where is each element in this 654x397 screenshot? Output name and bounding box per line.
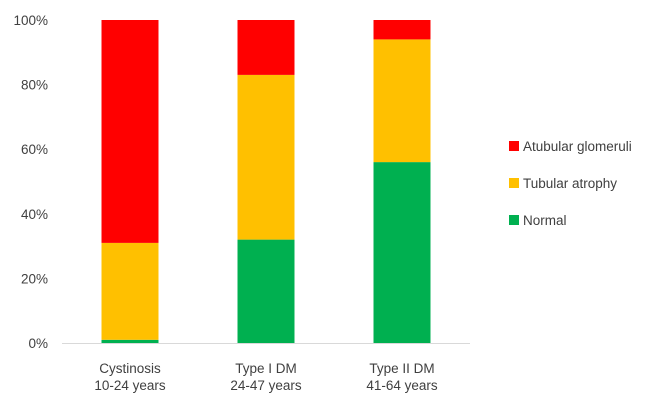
y-tick-label: 80% xyxy=(21,78,48,93)
bar-segment-normal xyxy=(237,239,295,343)
x-axis: Cystinosis 10-24 years Type I DM 24-47 year… xyxy=(62,343,470,393)
x-category-label: Cystinosis xyxy=(99,361,161,376)
x-category-label: Type II DM xyxy=(369,361,434,376)
y-tick-label: 0% xyxy=(28,336,48,351)
x-category-label: 24-47 years xyxy=(230,378,302,393)
y-tick-label: 40% xyxy=(21,207,48,222)
legend-swatch xyxy=(509,141,519,151)
bar-segment-normal xyxy=(373,162,431,343)
legend: Atubular glomeruli Tubular atrophy Normal xyxy=(509,139,632,228)
bar-segment-atubular-glomeruli xyxy=(373,20,431,40)
legend-swatch xyxy=(509,215,519,225)
bar-segment-tubular-atrophy xyxy=(101,242,159,340)
bars xyxy=(101,20,431,343)
y-tick-label: 100% xyxy=(13,13,48,28)
bar-segment-atubular-glomeruli xyxy=(237,20,295,75)
x-category-label: 41-64 years xyxy=(366,378,438,393)
x-category-label: Type I DM xyxy=(235,361,297,376)
bar-segment-atubular-glomeruli xyxy=(101,20,159,243)
bar-segment-tubular-atrophy xyxy=(237,74,295,240)
legend-label: Atubular glomeruli xyxy=(523,139,632,154)
bar-segment-tubular-atrophy xyxy=(373,39,431,163)
x-category-label: 10-24 years xyxy=(94,378,166,393)
legend-swatch xyxy=(509,178,519,188)
bar-segment-normal xyxy=(101,339,159,343)
legend-label: Tubular atrophy xyxy=(523,176,617,191)
legend-label: Normal xyxy=(523,213,567,228)
y-tick-label: 20% xyxy=(21,271,48,286)
y-axis: 0% 20% 40% 60% 80% 100% xyxy=(13,13,48,351)
y-tick-label: 60% xyxy=(21,142,48,157)
